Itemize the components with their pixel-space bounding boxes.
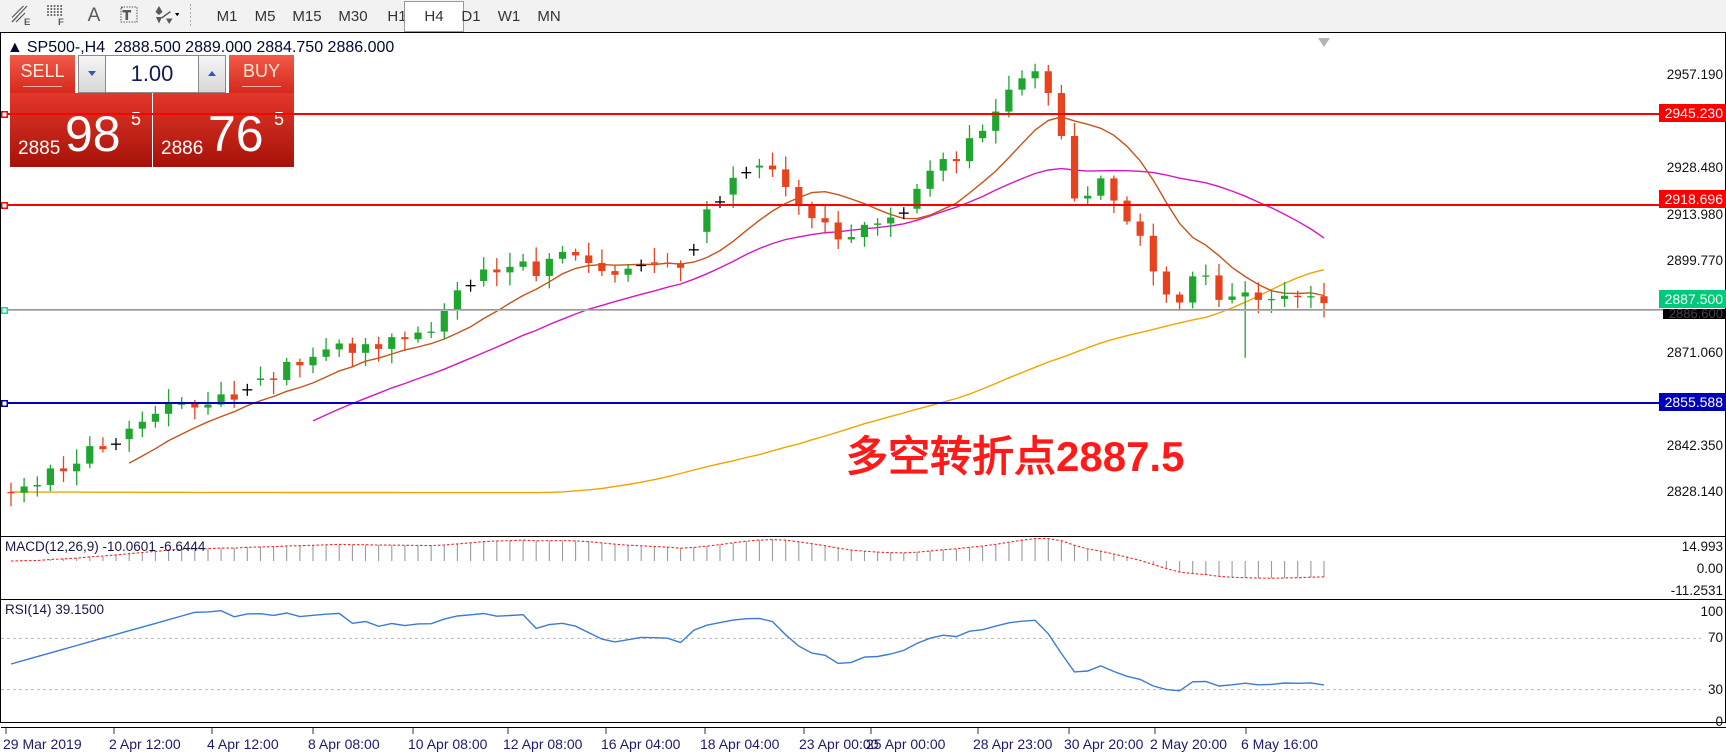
svg-text:RSI(14) 39.1500: RSI(14) 39.1500 (5, 602, 104, 617)
svg-text:多空转折点2887.5: 多空转折点2887.5 (846, 433, 1184, 480)
svg-text:F: F (58, 17, 64, 27)
svg-text:MACD(12,26,9) -10.0601 -6.6444: MACD(12,26,9) -10.0601 -6.6444 (5, 539, 206, 554)
svg-text:E: E (24, 17, 30, 27)
